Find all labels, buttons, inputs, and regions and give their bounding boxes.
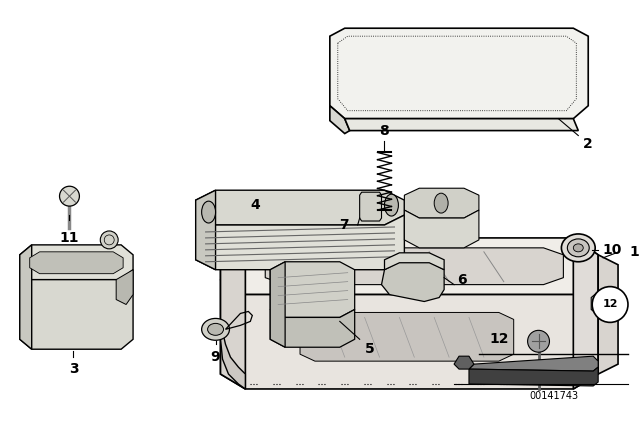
Polygon shape xyxy=(196,215,404,270)
Text: 3: 3 xyxy=(68,362,78,376)
Polygon shape xyxy=(573,238,598,389)
Polygon shape xyxy=(404,188,479,218)
Polygon shape xyxy=(270,262,355,318)
Ellipse shape xyxy=(573,244,583,252)
Polygon shape xyxy=(360,192,381,221)
Polygon shape xyxy=(20,245,133,280)
Polygon shape xyxy=(454,356,474,369)
Polygon shape xyxy=(598,255,618,374)
Polygon shape xyxy=(385,253,444,270)
Polygon shape xyxy=(270,310,355,347)
Polygon shape xyxy=(469,367,598,386)
Polygon shape xyxy=(300,312,514,361)
Ellipse shape xyxy=(385,194,399,216)
Circle shape xyxy=(100,231,118,249)
Polygon shape xyxy=(265,248,563,284)
Ellipse shape xyxy=(202,201,216,223)
Ellipse shape xyxy=(434,193,448,213)
Polygon shape xyxy=(221,332,245,389)
Circle shape xyxy=(592,287,628,323)
Circle shape xyxy=(527,330,550,352)
Text: 7: 7 xyxy=(339,218,349,232)
Text: 9: 9 xyxy=(211,350,220,364)
Text: 6: 6 xyxy=(457,273,467,287)
Polygon shape xyxy=(221,280,598,389)
Text: 11: 11 xyxy=(60,231,79,245)
Polygon shape xyxy=(330,106,349,134)
Text: 5: 5 xyxy=(365,342,374,356)
Ellipse shape xyxy=(561,234,595,262)
Text: 2: 2 xyxy=(583,137,593,151)
Text: 12: 12 xyxy=(489,332,509,346)
Polygon shape xyxy=(591,289,618,318)
Text: 8: 8 xyxy=(380,124,389,138)
Polygon shape xyxy=(345,119,579,130)
Text: 4: 4 xyxy=(250,198,260,212)
Text: 1: 1 xyxy=(629,245,639,259)
Polygon shape xyxy=(196,190,404,225)
Ellipse shape xyxy=(202,319,230,340)
Polygon shape xyxy=(381,262,444,302)
Polygon shape xyxy=(20,270,133,349)
Polygon shape xyxy=(29,252,123,274)
Polygon shape xyxy=(20,245,32,349)
Polygon shape xyxy=(404,210,479,248)
Polygon shape xyxy=(221,238,245,389)
Polygon shape xyxy=(221,238,598,294)
Ellipse shape xyxy=(567,239,589,257)
Ellipse shape xyxy=(207,323,223,335)
Circle shape xyxy=(60,186,79,206)
Polygon shape xyxy=(330,28,588,119)
Text: 12: 12 xyxy=(602,300,618,310)
Polygon shape xyxy=(270,262,285,347)
Polygon shape xyxy=(469,356,598,371)
Polygon shape xyxy=(116,270,133,305)
Text: 00141743: 00141743 xyxy=(529,391,578,401)
Polygon shape xyxy=(196,190,216,270)
Text: 10: 10 xyxy=(602,243,622,257)
